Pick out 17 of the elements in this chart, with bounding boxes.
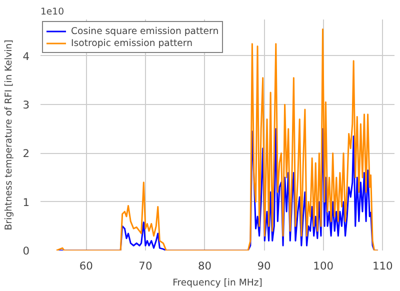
x-tick-label: 80 — [198, 260, 212, 272]
y-tick-label: 1 — [22, 196, 30, 209]
x-tick-label: 70 — [138, 260, 152, 272]
legend-label: Cosine square emission pattern — [71, 25, 219, 37]
x-axis-title: Frequency [in MHz] — [172, 278, 262, 288]
y-tick-label: 3 — [22, 98, 30, 112]
x-tick-label: 90 — [257, 260, 272, 272]
y-axis-title: Brightness temperature of RFI [in Kelvin] — [4, 40, 15, 230]
y-tick-label: 4 — [22, 50, 30, 63]
y-tick-label: 0 — [22, 244, 30, 258]
y-tick-label: 2 — [22, 147, 30, 160]
x-tick-label: 60 — [79, 260, 94, 272]
text: 1e10 — [40, 6, 64, 18]
legend-label: Isotropic emission pattern — [71, 37, 193, 49]
x-tick-label: 100 — [313, 260, 334, 272]
x-tick-label: 110 — [372, 260, 394, 272]
line-series — [56, 28, 379, 250]
